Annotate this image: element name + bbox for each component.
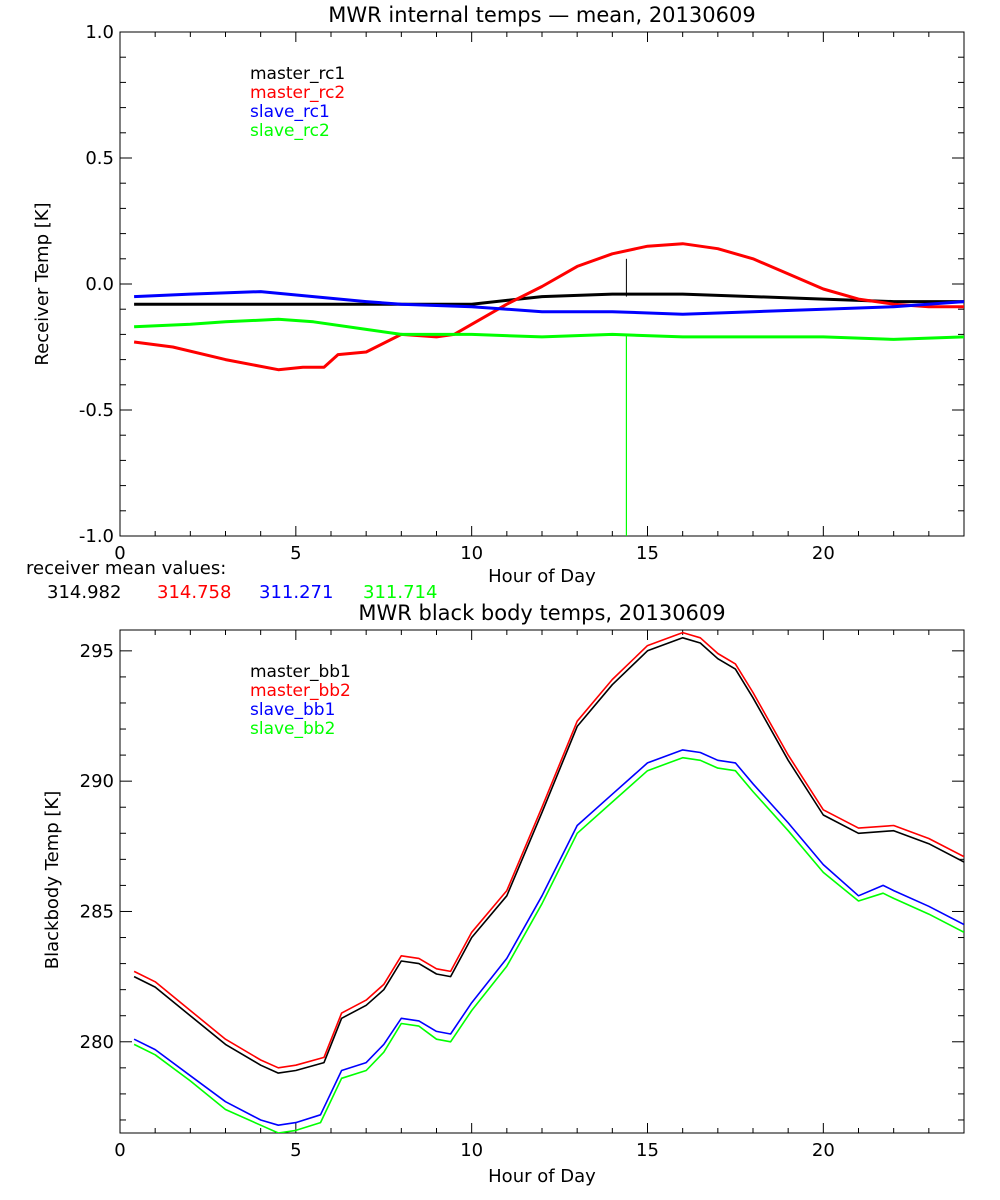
receiver-x-tick-label: 15 <box>636 543 659 564</box>
blackbody-x-axis-label: Hour of Day <box>488 1166 596 1187</box>
series-line-slave_bb1 <box>133 749 964 1126</box>
blackbody-y-tick-label: 280 <box>80 1032 114 1053</box>
legend-entry-master_bb2: master_bb2 <box>250 681 351 701</box>
series-line-master_rc2 <box>133 242 964 372</box>
legend-entry-slave_bb2: slave_bb2 <box>250 719 335 739</box>
receiver-x-tick-label: 0 <box>114 543 125 564</box>
legend-entry-slave_bb1: slave_bb1 <box>250 700 335 720</box>
receiver-x-tick-label: 20 <box>812 543 835 564</box>
receiver-y-tick-label: -0.5 <box>79 400 114 421</box>
receiver-y-tick-label: 1.0 <box>85 22 114 43</box>
mean-value: 311.271 <box>259 582 333 603</box>
receiver-x-tick-label: 10 <box>460 543 483 564</box>
receiver-x-axis-label: Hour of Day <box>488 566 596 587</box>
mean-value: 314.758 <box>157 582 231 603</box>
blackbody-series-group <box>133 631 964 1133</box>
receiver-y-tick-label: 0.5 <box>85 148 114 169</box>
blackbody-chart-title: MWR black body temps, 20130609 <box>358 601 725 625</box>
receiver-y-axis-label: Receiver Temp [K] <box>32 202 53 365</box>
blackbody-y-tick-label: 290 <box>80 771 114 792</box>
blackbody-y-tick-label: 285 <box>80 901 114 922</box>
receiver-x-tick-label: 5 <box>290 543 301 564</box>
receiver-mean-values-label: receiver mean values: <box>26 558 226 579</box>
receiver-y-tick-label: 0.0 <box>85 274 114 295</box>
series-line-slave_bb2 <box>133 756 964 1133</box>
legend-entry-master_rc1: master_rc1 <box>250 64 345 84</box>
receiver-temp-panel: MWR internal temps — mean, 20130609 0 5 10… <box>26 3 965 603</box>
series-line-master_bb2 <box>133 631 964 1069</box>
blackbody-x-tick-label: 20 <box>812 1140 835 1161</box>
blackbody-x-tick-label: 5 <box>290 1140 301 1161</box>
blackbody-x-tick-label: 0 <box>114 1140 125 1161</box>
blackbody-axes: 0 5 10 15 20 295 290 285 280 <box>80 629 965 1161</box>
legend-entry-master_rc2: master_rc2 <box>250 83 345 103</box>
blackbody-y-tick-label: 295 <box>80 641 114 662</box>
mean-value: 314.982 <box>47 582 121 603</box>
legend-entry-master_bb1: master_bb1 <box>250 662 351 682</box>
blackbody-x-tick-label: 10 <box>460 1140 483 1161</box>
receiver-mean-values: 314.982 314.758 311.271 311.714 <box>47 582 437 603</box>
legend-entry-slave_rc1: slave_rc1 <box>250 102 330 122</box>
blackbody-temp-panel: MWR black body temps, 20130609 0 5 10 15 20 2… <box>42 601 965 1187</box>
receiver-chart-title: MWR internal temps — mean, 20130609 <box>328 3 755 27</box>
blackbody-y-axis-label: Blackbody Temp [K] <box>42 791 63 969</box>
series-line-slave_rc1 <box>134 290 964 316</box>
receiver-y-tick-label: -1.0 <box>79 526 114 547</box>
receiver-axes: 0 5 10 15 20 1.0 0.5 0.0 -0.5 -1.0 <box>79 22 965 564</box>
series-line-master_rc1 <box>134 292 964 306</box>
series-line-slave_rc2 <box>134 317 964 341</box>
series-line-master_bb1 <box>133 636 964 1074</box>
mean-value: 311.714 <box>363 582 437 603</box>
receiver-series-group <box>133 242 964 536</box>
blackbody-x-tick-label: 15 <box>636 1140 659 1161</box>
legend-entry-slave_rc2: slave_rc2 <box>250 121 330 141</box>
